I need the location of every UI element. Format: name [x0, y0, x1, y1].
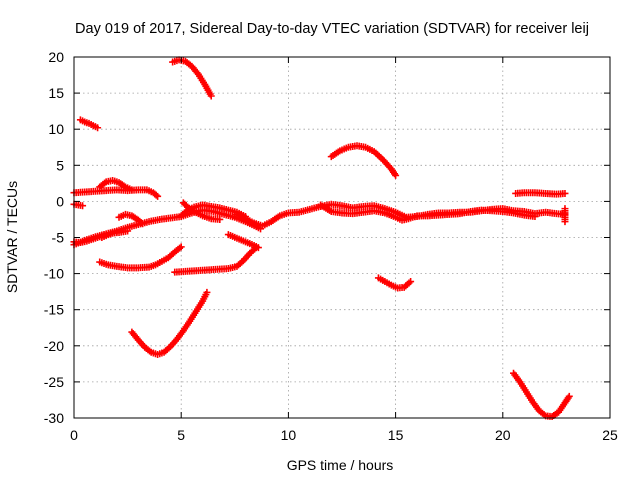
y-tick-label: 0 — [56, 193, 64, 209]
grid-lines — [74, 57, 610, 418]
x-tick-label: 5 — [177, 427, 185, 443]
data-point — [139, 220, 147, 228]
data-series — [70, 56, 573, 421]
data-point — [113, 228, 121, 236]
data-series-arc-v — [510, 369, 573, 421]
data-point — [152, 191, 160, 199]
data-series-arc-g — [70, 200, 87, 210]
y-axis-label: SDTVAR / TECUs — [4, 181, 20, 293]
data-point — [252, 244, 260, 252]
y-tick-label: 15 — [48, 85, 64, 101]
data-point — [207, 92, 215, 100]
data-point — [561, 189, 569, 197]
x-tick-label: 15 — [388, 427, 404, 443]
data-point — [124, 227, 132, 235]
y-tick-label: -5 — [52, 230, 65, 246]
data-series-arc-o — [317, 201, 539, 224]
data-series-arc-j — [98, 228, 121, 241]
data-point — [216, 215, 224, 223]
data-point — [128, 186, 136, 194]
data-series-arc-m — [179, 199, 224, 223]
data-point — [561, 218, 569, 226]
data-point — [177, 243, 185, 251]
data-series-arc-r — [96, 243, 185, 272]
data-point — [531, 213, 539, 221]
chart-title: Day 019 of 2017, Sidereal Day-to-day VTE… — [75, 21, 589, 37]
data-point — [565, 392, 573, 400]
tick-labels: 0 5 10 15 20 25 -30 -25 -20 -15 -10 -5 0 5 10 15 20 — [44, 49, 618, 443]
data-point — [203, 288, 211, 296]
data-point — [79, 202, 87, 210]
data-series-arc-k — [115, 210, 147, 228]
x-tick-label: 25 — [602, 427, 618, 443]
x-tick-label: 0 — [70, 427, 78, 443]
plot-border — [73, 56, 611, 419]
y-tick-label: 5 — [56, 157, 64, 173]
data-series-arc-b — [169, 56, 215, 100]
data-series-arc-c — [327, 142, 400, 179]
data-series-arc-p — [561, 205, 569, 226]
y-tick-label: 10 — [48, 121, 64, 137]
y-tick-label: 20 — [48, 49, 64, 65]
data-series-arc-t — [374, 274, 415, 292]
data-point — [392, 171, 400, 179]
x-tick-label: 10 — [281, 427, 297, 443]
data-series-arc-u — [128, 288, 211, 358]
x-axis-label: GPS time / hours — [287, 457, 394, 473]
y-tick-label: -15 — [44, 302, 64, 318]
data-point — [137, 219, 145, 227]
data-point — [154, 192, 162, 200]
data-series-arc-e — [96, 176, 136, 194]
data-series-arc-a — [76, 116, 102, 132]
data-point — [407, 278, 415, 286]
y-tick-label: -10 — [44, 266, 64, 282]
y-tick-label: -30 — [44, 410, 64, 426]
y-tick-label: -25 — [44, 374, 64, 390]
y-tick-label: -20 — [44, 338, 64, 354]
data-series-arc-f — [512, 189, 569, 198]
data-series-arc-d — [70, 186, 162, 200]
x-tick-label: 20 — [495, 427, 511, 443]
data-point — [94, 124, 102, 132]
data-series-arc-s — [171, 244, 260, 276]
